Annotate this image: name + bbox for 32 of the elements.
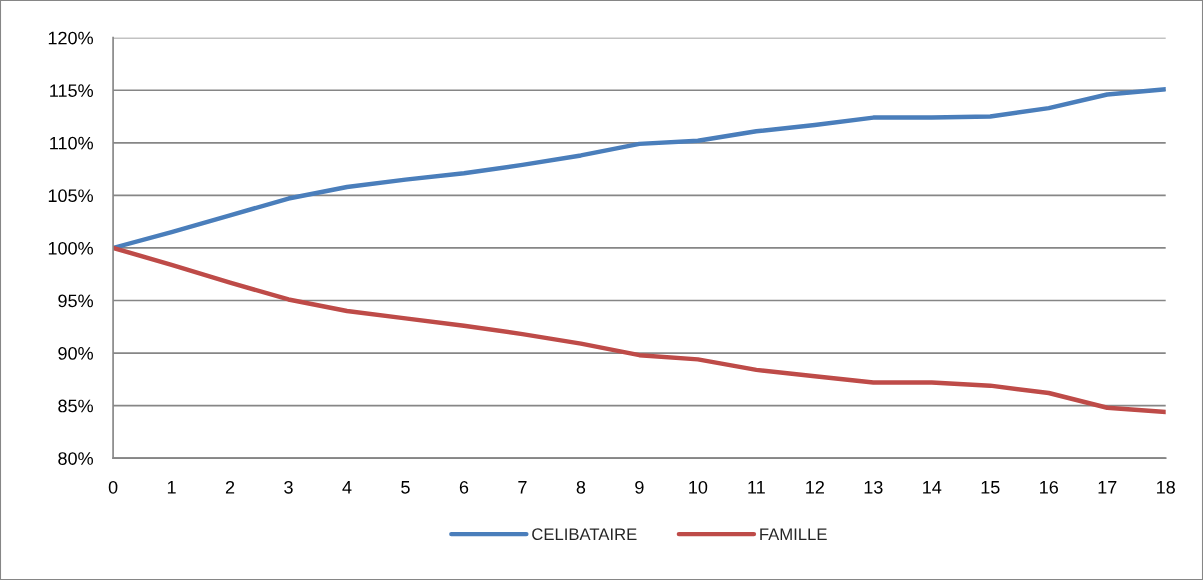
x-tick-label: 3 — [284, 480, 293, 494]
x-tick-label: 12 — [806, 480, 824, 494]
line-series — [113, 245, 1166, 415]
y-tick-label: 105% — [48, 189, 93, 203]
x-tick-label: 18 — [1157, 480, 1175, 494]
y-tick-label: 100% — [48, 241, 93, 255]
x-tick-label: 14 — [923, 481, 942, 494]
x-tick-label: 9 — [635, 480, 644, 494]
x-tick-label: 6 — [459, 480, 469, 494]
x-tick-label: 7 — [518, 481, 527, 494]
x-tick-label: 2 — [225, 480, 235, 494]
x-tick-label: 8 — [576, 480, 586, 494]
x-tick-label: 10 — [689, 480, 708, 494]
y-tick-label: 90% — [58, 347, 93, 360]
x-tick-label: 15 — [981, 481, 1000, 494]
line-series — [113, 86, 1166, 251]
y-tick-label: 110% — [50, 136, 93, 150]
x-tick-label: 13 — [864, 480, 883, 494]
x-tick-label: 4 — [342, 481, 352, 494]
y-tick-label: 95% — [58, 294, 93, 308]
x-tick-label: 5 — [401, 481, 410, 494]
x-tick-label: 17 — [1098, 481, 1117, 494]
legend-label: CELIBATAIRE — [532, 528, 637, 541]
y-tick-label: 85% — [58, 399, 93, 413]
x-tick-label: 0 — [108, 480, 118, 494]
x-tick-label: 11 — [748, 481, 765, 494]
y-tick-label: 120% — [48, 31, 93, 45]
legend-label: FAMILLE — [760, 528, 827, 540]
x-tick-label: 16 — [1040, 480, 1058, 494]
x-tick-label: 1 — [167, 481, 176, 494]
y-tick-label: 115% — [50, 84, 93, 97]
y-tick-label: 80% — [58, 452, 93, 465]
